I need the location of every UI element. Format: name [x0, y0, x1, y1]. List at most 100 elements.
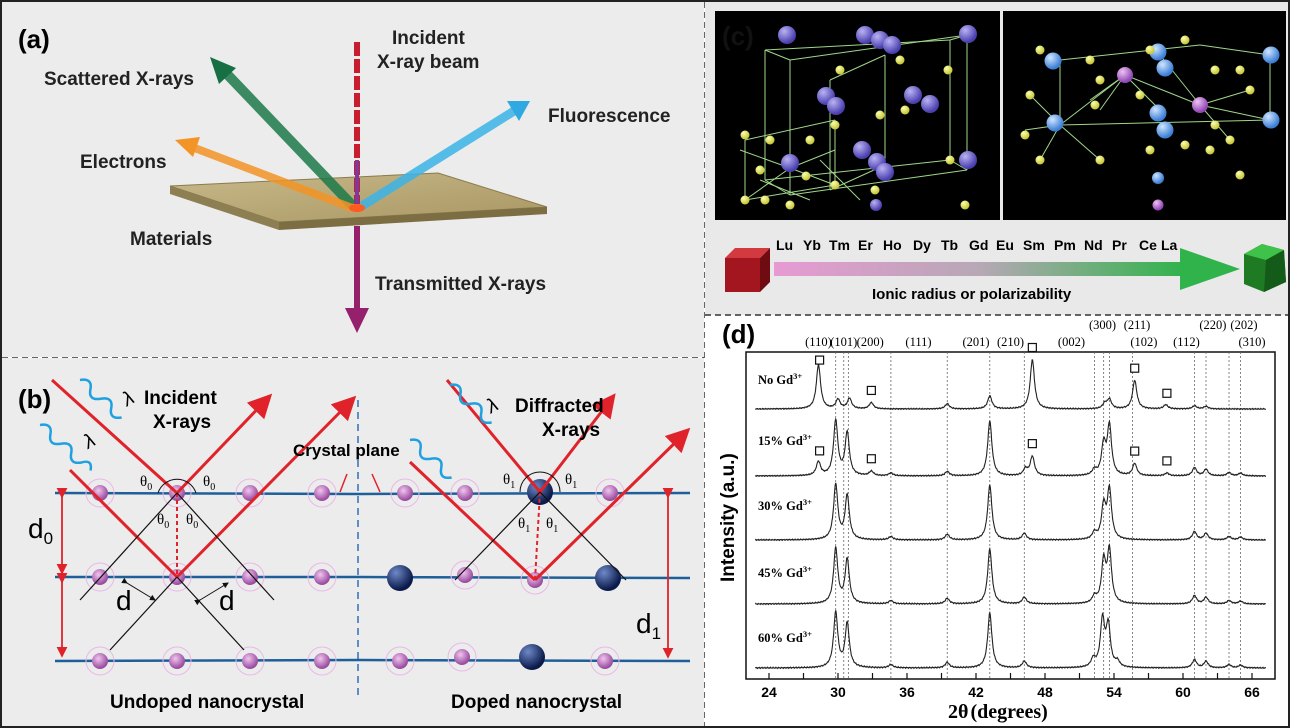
host-atom	[454, 649, 470, 665]
anion-atom	[785, 200, 795, 210]
hkl-label: (211)	[1124, 318, 1151, 332]
element-label: Tm	[829, 237, 850, 253]
sample-label: 30% Gd3+	[758, 497, 812, 513]
host-atom	[314, 653, 330, 669]
anion-atom	[765, 135, 775, 145]
incident-label-2: X-ray beam	[377, 52, 479, 73]
host-atom	[314, 485, 330, 501]
scattered-label: Scattered X-rays	[44, 69, 194, 90]
anion-atom	[1145, 145, 1155, 155]
element-label: Nd	[1084, 237, 1103, 253]
sample-label: 60% Gd3+	[758, 629, 812, 645]
x-tick-label: 60	[1175, 684, 1191, 700]
element-label: Er	[858, 237, 873, 253]
dopant-atom	[1117, 67, 1133, 83]
crystal-structure-left	[715, 11, 1000, 220]
xrd-trace	[755, 610, 1267, 670]
dopant-atom	[1192, 97, 1208, 113]
bond-line	[764, 159, 951, 181]
wave-right-2	[409, 438, 452, 480]
anion-atom	[870, 185, 880, 195]
x-tick-label: 30	[830, 684, 846, 700]
crystal-plane-bottom	[54, 658, 691, 663]
electrons-label: Electrons	[80, 152, 167, 173]
element-label: Eu	[996, 237, 1014, 253]
atom-halo	[307, 478, 337, 508]
cation-atom	[870, 199, 882, 211]
cation-atom	[921, 95, 939, 113]
bond-line	[1059, 44, 1201, 61]
x-tick-label: 54	[1106, 684, 1122, 700]
bond-line	[759, 179, 811, 201]
fluorescence-label: Fluorescence	[548, 106, 671, 127]
y-axis-label: Intensity (a.u.)	[718, 453, 739, 582]
wave-left-1	[39, 423, 93, 471]
xrd-trace	[754, 482, 1267, 542]
bond-line	[1124, 74, 1201, 106]
anion-atom	[830, 120, 840, 130]
diffracted-label-2: X-rays	[542, 420, 600, 441]
d0-label: d0	[28, 513, 53, 548]
anion-atom	[1235, 170, 1245, 180]
xrd-trace	[754, 543, 1267, 606]
element-label: Pr	[1112, 237, 1127, 253]
sample-label: No Gd3+	[758, 371, 802, 387]
element-label: La	[1161, 237, 1178, 253]
anion-atom	[1090, 100, 1100, 110]
host-atom	[397, 485, 413, 501]
anion-atom	[1135, 90, 1145, 100]
anion-atom	[740, 130, 750, 140]
panel-b-label: (b)	[18, 384, 51, 414]
atom-halo	[307, 562, 337, 592]
hkl-label: (201)	[962, 335, 989, 349]
bond-line	[744, 167, 791, 201]
atom-halo	[85, 562, 115, 592]
materials-label: Materials	[130, 229, 212, 250]
impurity-marker	[866, 385, 876, 396]
anion-atom	[1180, 35, 1190, 45]
svg-text:θ0: θ0	[203, 474, 215, 493]
anion-atom	[945, 155, 955, 165]
atom-halo	[390, 478, 420, 508]
cation-atom	[959, 25, 977, 43]
atom-halo	[85, 646, 115, 676]
svg-text:θ1: θ1	[546, 516, 558, 535]
anion-atom	[1035, 155, 1045, 165]
atom-halo	[590, 646, 620, 676]
diffracted-label-1: Diffracted	[515, 396, 604, 417]
transmitted-label: Transmitted X-rays	[375, 274, 546, 295]
cation-atom	[1044, 52, 1062, 70]
xrd-trace	[754, 417, 1267, 478]
anion-atom	[1145, 45, 1155, 55]
sample-label: 15% Gd3+	[758, 432, 812, 448]
incident-xrays-label-2: X-rays	[153, 412, 211, 433]
hexagonal-crystal-icon	[1244, 244, 1286, 292]
host-atom	[457, 567, 473, 583]
cation-atom	[781, 154, 799, 172]
cation-atom	[904, 86, 922, 104]
hkl-label: (202)	[1230, 318, 1257, 332]
d-right-label: d	[219, 585, 235, 616]
wave-right-1	[449, 383, 492, 425]
element-label: Ce	[1139, 237, 1157, 253]
element-label: Tb	[941, 237, 958, 253]
crystal-plane-mid	[55, 575, 691, 580]
host-atom	[314, 569, 330, 585]
dopant-atom	[519, 644, 545, 670]
svg-text:θ0: θ0	[140, 474, 152, 493]
impurity-marker	[866, 454, 876, 464]
ionic-radius-caption: Ionic radius or polarizability	[872, 286, 1072, 303]
atom-halo	[450, 478, 480, 508]
wave-left-2	[79, 378, 122, 420]
anion-atom	[835, 65, 845, 75]
sample-label: 45% Gd3+	[758, 564, 812, 580]
impurity-marker	[814, 446, 825, 456]
anion-atom	[943, 65, 953, 75]
impurity-marker	[1027, 439, 1037, 449]
anion-atom	[1035, 45, 1045, 55]
hkl-label: (210)	[997, 335, 1024, 349]
element-label: Pm	[1054, 237, 1076, 253]
undoped-caption: Undoped nanocrystal	[110, 692, 304, 713]
fluorescence-beam	[359, 107, 517, 210]
dopant-atom	[1152, 199, 1164, 211]
